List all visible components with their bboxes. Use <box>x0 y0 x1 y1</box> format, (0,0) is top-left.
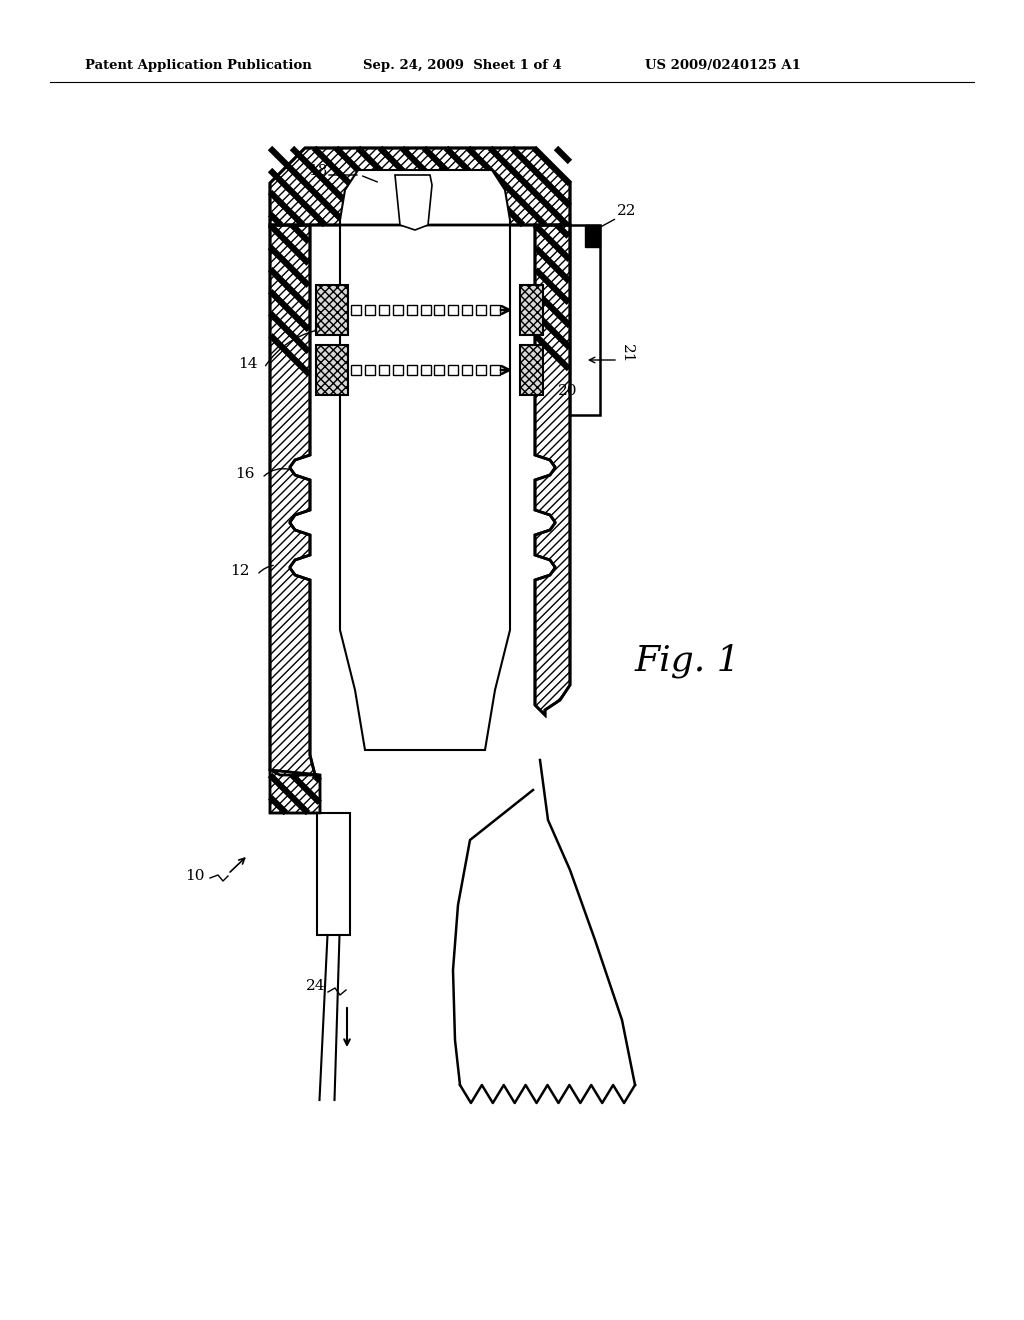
Bar <box>365 366 375 375</box>
Polygon shape <box>316 345 348 395</box>
Polygon shape <box>535 224 570 715</box>
Bar <box>462 366 472 375</box>
Text: 14: 14 <box>239 356 258 371</box>
Text: 24: 24 <box>305 979 325 993</box>
Polygon shape <box>520 345 543 395</box>
Polygon shape <box>585 224 600 247</box>
Text: Fig. 1: Fig. 1 <box>635 643 740 677</box>
Bar <box>421 305 430 315</box>
Bar <box>421 366 430 375</box>
Text: 22: 22 <box>617 205 637 218</box>
Bar <box>407 305 417 315</box>
Bar <box>434 366 444 375</box>
Polygon shape <box>395 176 432 230</box>
Text: 10: 10 <box>185 869 205 883</box>
Text: 18: 18 <box>308 164 328 178</box>
Bar <box>449 366 459 375</box>
Bar <box>407 366 417 375</box>
Text: Sep. 24, 2009  Sheet 1 of 4: Sep. 24, 2009 Sheet 1 of 4 <box>362 58 562 71</box>
Text: 20: 20 <box>558 384 578 399</box>
Bar <box>449 305 459 315</box>
Bar <box>365 305 375 315</box>
Text: 16: 16 <box>236 467 255 480</box>
Bar <box>476 366 486 375</box>
Polygon shape <box>570 224 600 414</box>
Polygon shape <box>317 813 350 935</box>
Bar <box>462 305 472 315</box>
Polygon shape <box>270 770 319 813</box>
Bar <box>434 305 444 315</box>
Bar <box>379 305 389 315</box>
Bar <box>476 305 486 315</box>
Polygon shape <box>316 285 348 335</box>
Polygon shape <box>520 285 543 335</box>
Text: Patent Application Publication: Patent Application Publication <box>85 58 311 71</box>
Polygon shape <box>340 170 510 750</box>
Polygon shape <box>270 148 570 224</box>
Text: US 2009/0240125 A1: US 2009/0240125 A1 <box>645 58 801 71</box>
Bar <box>351 366 361 375</box>
Bar <box>490 366 500 375</box>
Bar <box>379 366 389 375</box>
Bar <box>392 305 402 315</box>
Text: 21: 21 <box>620 343 634 363</box>
Text: 12: 12 <box>230 564 250 578</box>
Polygon shape <box>270 224 315 775</box>
Bar <box>392 366 402 375</box>
Bar <box>351 305 361 315</box>
Bar <box>490 305 500 315</box>
